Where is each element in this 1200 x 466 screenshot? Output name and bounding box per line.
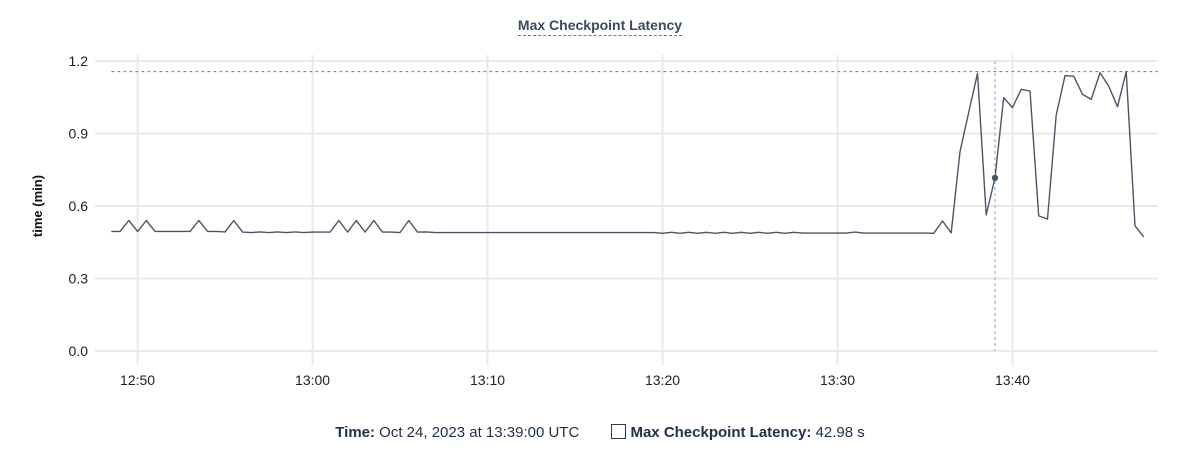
legend-series-label: Max Checkpoint Latency: [630,424,812,441]
y-tick-label: 0.9 [69,126,89,142]
x-tick-label: 13:20 [645,372,680,388]
hover-legend: Time: Oct 24, 2023 at 13:39:00 UTC Max C… [0,424,1200,441]
legend-time-label: Time: [335,424,375,441]
y-tick-label: 0.0 [69,343,89,359]
chart-title-text: Max Checkpoint Latency [517,17,683,36]
series-line [111,70,1145,238]
series-marks [111,61,1158,351]
x-tick-label: 13:10 [470,372,505,388]
chart-title: Max Checkpoint Latency [0,17,1200,36]
hover-point-marker [991,174,999,182]
x-tick-label: 12:50 [120,372,155,388]
legend-series-value: 42.98 s [815,424,865,441]
y-tick-label: 0.3 [69,271,89,287]
x-tick-label: 13:30 [820,372,855,388]
series-toggle-checkbox[interactable] [611,424,627,439]
legend-time-value: Oct 24, 2023 at 13:39:00 UTC [379,424,580,441]
y-tick-label: 0.6 [69,198,89,214]
grid [95,55,1158,365]
x-tick-label: 13:40 [995,372,1030,388]
y-axis-label: time (min) [30,175,45,237]
y-tick-label: 1.2 [69,53,89,69]
x-tick-label: 13:00 [295,372,330,388]
tick-labels: 0.0 0.3 0.6 0.9 1.2 12:50 13:00 13:10 13:20 13:30… [69,53,1031,388]
